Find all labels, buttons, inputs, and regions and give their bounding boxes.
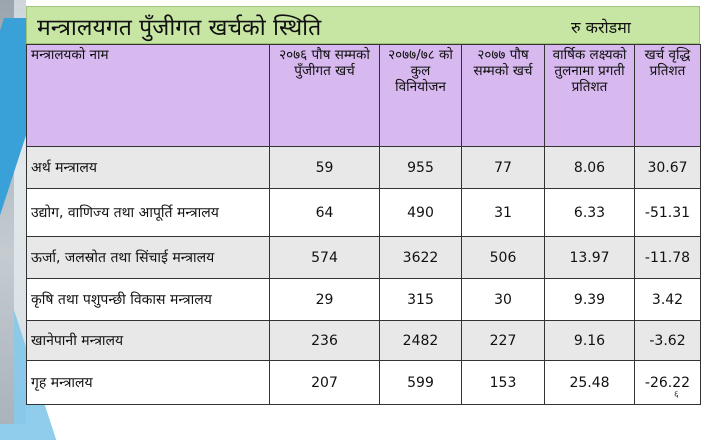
- cell-value: 29: [269, 278, 380, 321]
- title-bar: मन्त्रालयगत पुँजीगत खर्चको स्थिति रु करो…: [26, 6, 700, 44]
- table-row: ऊर्जा, जलस्रोत तथा सिंचाई मन्त्रालय 574 …: [26, 236, 701, 279]
- cell-value: 59: [269, 146, 380, 189]
- cell-value: 6.33: [544, 188, 635, 237]
- expenditure-table: मन्त्रालयको नाम २०७६ पौष सम्मको पुँजीगत …: [26, 44, 701, 405]
- page-number: ६: [674, 390, 679, 400]
- cell-value: 574: [269, 236, 380, 279]
- table-header-row: मन्त्रालयको नाम २०७६ पौष सम्मको पुँजीगत …: [26, 44, 701, 147]
- cell-value: 490: [379, 188, 462, 237]
- left-decoration: [0, 0, 65, 440]
- cell-value: 9.39: [544, 278, 635, 321]
- cell-value: -3.62: [634, 320, 701, 361]
- cell-ministry: ऊर्जा, जलस्रोत तथा सिंचाई मन्त्रालय: [26, 236, 270, 279]
- header-growth-percent: खर्च वृद्धि प्रतिशत: [634, 44, 701, 147]
- header-total-allocation: २०७७/७८ को कुल विनियोजन: [379, 44, 462, 147]
- cell-value: 599: [379, 360, 462, 405]
- table-row: गृह मन्त्रालय 207 599 153 25.48 -26.22: [26, 360, 701, 405]
- cell-value: 77: [461, 146, 545, 189]
- cell-value: 315: [379, 278, 462, 321]
- cell-value: 3.42: [634, 278, 701, 321]
- cell-value: 506: [461, 236, 545, 279]
- page-title: मन्त्रालयगत पुँजीगत खर्चको स्थिति: [37, 15, 322, 41]
- header-progress-percent: वार्षिक लक्ष्यको तुलनामा प्रगती प्रतिशत: [544, 44, 635, 147]
- cell-value: 31: [461, 188, 545, 237]
- cell-value: -11.78: [634, 236, 701, 279]
- cell-ministry: गृह मन्त्रालय: [26, 360, 270, 405]
- cell-value: 30: [461, 278, 545, 321]
- cell-value: 236: [269, 320, 380, 361]
- cell-value: 13.97: [544, 236, 635, 279]
- header-capital-expense-2076: २०७६ पौष सम्मको पुँजीगत खर्च: [269, 44, 380, 147]
- cell-value: 8.06: [544, 146, 635, 189]
- cell-ministry: खानेपानी मन्त्रालय: [26, 320, 270, 361]
- cell-value: -51.31: [634, 188, 701, 237]
- unit-label: रु करोडमा: [571, 18, 631, 37]
- header-expense-2077: २०७७ पौष सम्मको खर्च: [461, 44, 545, 147]
- cell-value: 207: [269, 360, 380, 405]
- cell-value: 25.48: [544, 360, 635, 405]
- cell-ministry: अर्थ मन्त्रालय: [26, 146, 270, 189]
- cell-value: 153: [461, 360, 545, 405]
- cell-value: 9.16: [544, 320, 635, 361]
- cell-value: 3622: [379, 236, 462, 279]
- cell-value: 227: [461, 320, 545, 361]
- cell-ministry: कृषि तथा पशुपन्छी विकास मन्त्रालय: [26, 278, 270, 321]
- table-row: कृषि तथा पशुपन्छी विकास मन्त्रालय 29 315…: [26, 278, 701, 321]
- cell-value: 64: [269, 188, 380, 237]
- cell-value: 30.67: [634, 146, 701, 189]
- cell-value: -26.22: [634, 360, 701, 405]
- table-row: उद्योग, वाणिज्य तथा आपूर्ति मन्त्रालय 64…: [26, 188, 701, 237]
- cell-value: 955: [379, 146, 462, 189]
- cell-ministry: उद्योग, वाणिज्य तथा आपूर्ति मन्त्रालय: [26, 188, 270, 237]
- header-ministry-name: मन्त्रालयको नाम: [26, 44, 270, 147]
- table-row: खानेपानी मन्त्रालय 236 2482 227 9.16 -3.…: [26, 320, 701, 361]
- table-row: अर्थ मन्त्रालय 59 955 77 8.06 30.67: [26, 146, 701, 189]
- cell-value: 2482: [379, 320, 462, 361]
